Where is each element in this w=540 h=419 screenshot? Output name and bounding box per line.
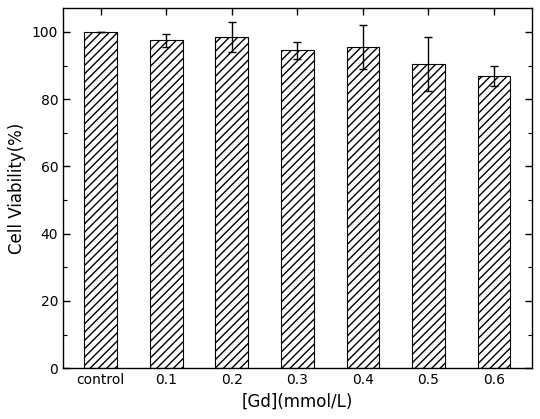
Bar: [84, 32, 117, 368]
Bar: [150, 40, 183, 368]
Bar: [477, 75, 510, 368]
X-axis label: [Gd](mmol/L): [Gd](mmol/L): [242, 393, 353, 411]
Y-axis label: Cell Viability(%): Cell Viability(%): [8, 123, 26, 254]
Bar: [347, 47, 379, 368]
Bar: [215, 37, 248, 368]
Bar: [281, 50, 314, 368]
Bar: [412, 64, 445, 368]
